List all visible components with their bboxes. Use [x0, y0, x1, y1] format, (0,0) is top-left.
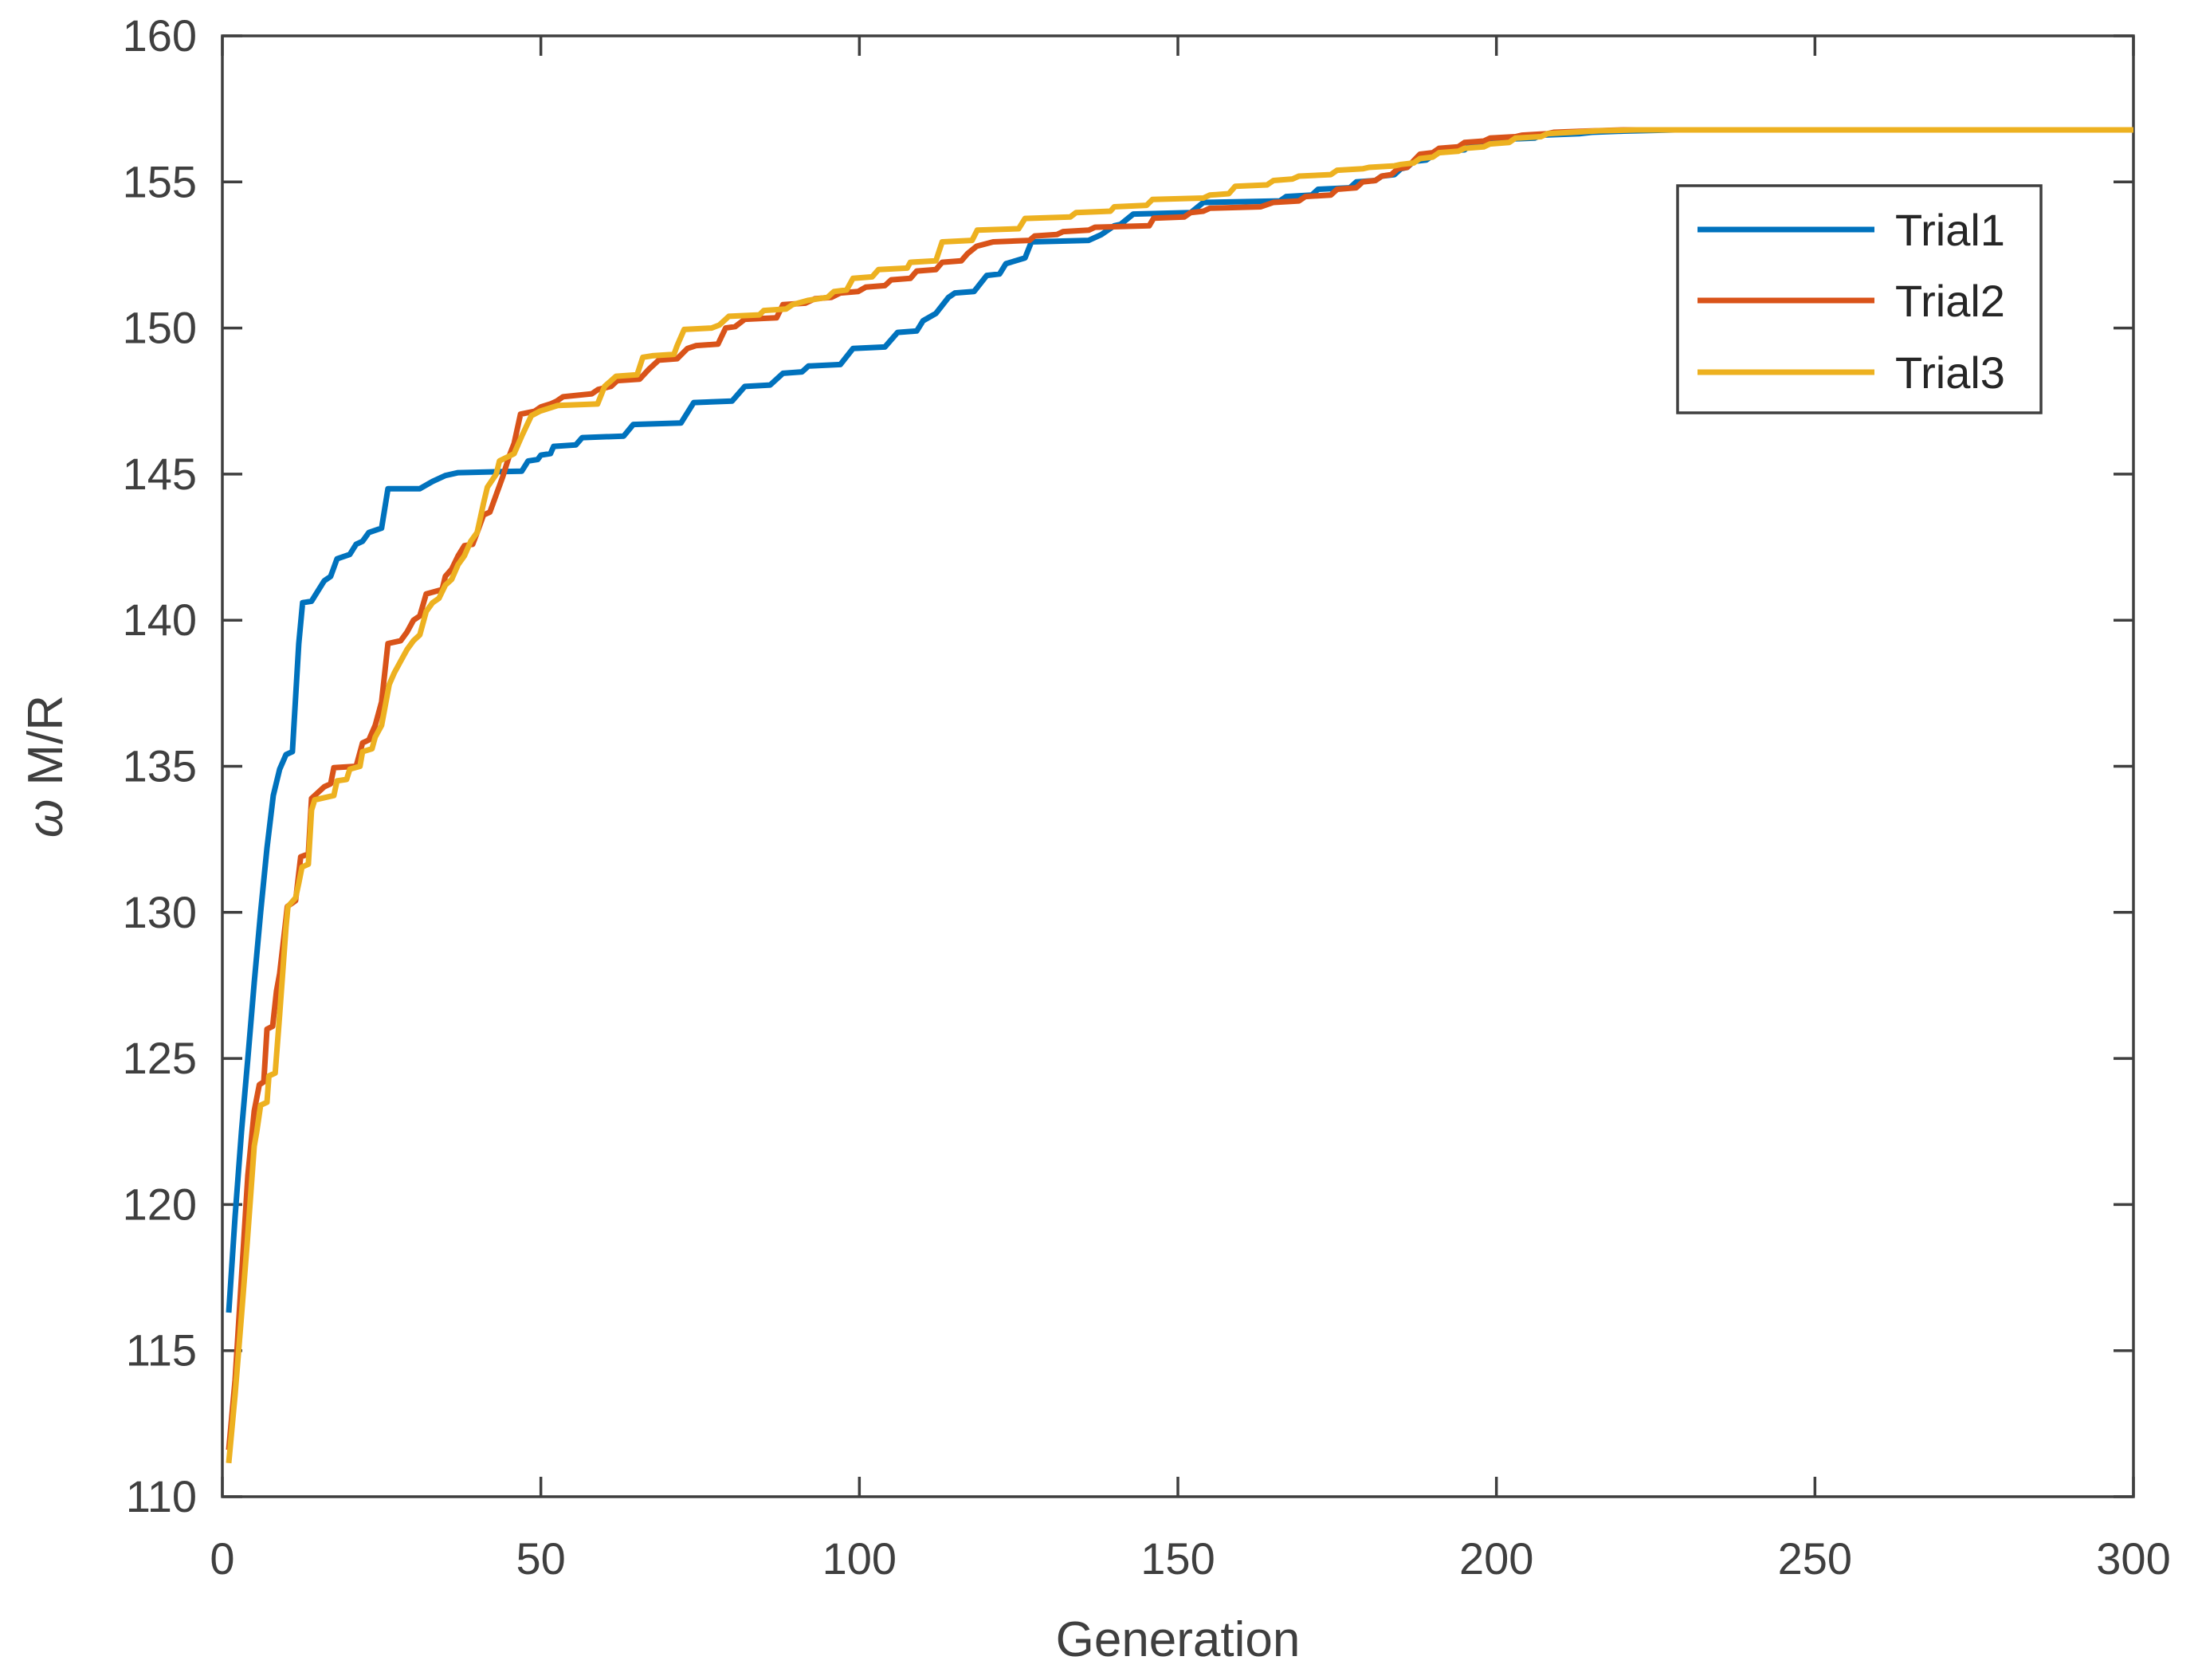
x-axis-label: Generation: [1056, 1612, 1301, 1667]
x-tick-label: 0: [210, 1533, 234, 1584]
x-tick-label: 150: [1140, 1533, 1215, 1584]
y-tick-label: 145: [123, 449, 197, 499]
x-tick-label: 300: [2096, 1533, 2170, 1584]
y-tick-label: 130: [123, 887, 197, 937]
legend-entry-trial1: Trial1: [1698, 205, 2005, 255]
x-tick-label: 200: [1459, 1533, 1533, 1584]
legend-label: Trial2: [1895, 276, 2005, 326]
y-tick-label: 110: [126, 1471, 197, 1521]
x-tick-label: 250: [1778, 1533, 1852, 1584]
x-tick-label: 100: [822, 1533, 897, 1584]
y-tick-label: 155: [123, 156, 197, 206]
y-tick-label: 160: [123, 10, 197, 61]
series-trial3: [226, 127, 2133, 1464]
legend: Trial1 Trial2 Trial3: [1676, 184, 2043, 414]
legend-label: Trial3: [1895, 347, 2005, 398]
y-tick-label: 120: [123, 1179, 197, 1229]
legend-label: Trial1: [1895, 205, 2005, 255]
y-tick-label: 135: [123, 741, 197, 791]
legend-entry-trial2: Trial2: [1698, 276, 2005, 326]
y-tick-label: 150: [123, 303, 197, 353]
y-tick-label: 125: [123, 1033, 197, 1083]
y-axis-label: ω M/R: [18, 695, 73, 838]
axis-ticks: 0 50 100 150 200 250 300 110 115 120 125 130 135 140 1…: [123, 10, 2171, 1584]
y-tick-label: 115: [126, 1325, 197, 1376]
y-tick-label: 140: [123, 595, 197, 645]
legend-entry-trial3: Trial3: [1698, 347, 2005, 398]
x-tick-label: 50: [516, 1533, 566, 1584]
